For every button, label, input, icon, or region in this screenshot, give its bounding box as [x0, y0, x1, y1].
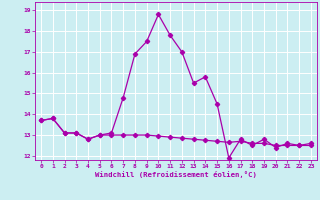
X-axis label: Windchill (Refroidissement éolien,°C): Windchill (Refroidissement éolien,°C): [95, 171, 257, 178]
